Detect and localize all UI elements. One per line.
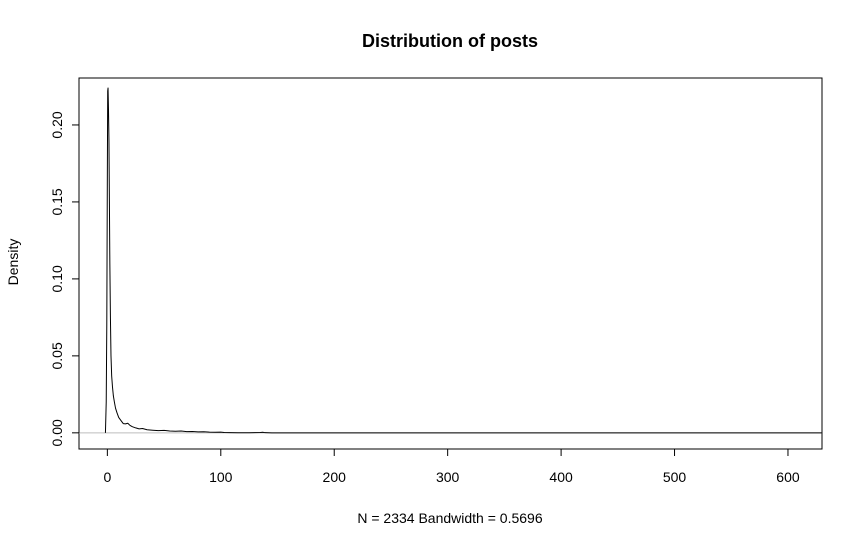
y-tick-label: 0.05 bbox=[49, 342, 65, 369]
x-tick-label: 100 bbox=[209, 469, 233, 485]
y-tick-label: 0.20 bbox=[49, 111, 65, 138]
y-tick-label: 0.10 bbox=[49, 265, 65, 292]
x-axis: 0 100 200 300 400 500 600 bbox=[103, 448, 800, 485]
x-tick-label: 0 bbox=[103, 469, 111, 485]
y-axis-label: Density bbox=[5, 239, 21, 286]
x-tick-label: 300 bbox=[436, 469, 460, 485]
x-tick-label: 400 bbox=[549, 469, 573, 485]
chart-title: Distribution of posts bbox=[362, 31, 538, 51]
y-tick-label: 0.00 bbox=[49, 419, 65, 446]
series-layer bbox=[104, 87, 822, 434]
x-tick-label: 500 bbox=[663, 469, 687, 485]
density-line bbox=[104, 87, 822, 434]
x-tick-label: 200 bbox=[323, 469, 347, 485]
y-tick-label: 0.15 bbox=[49, 188, 65, 215]
plot-frame bbox=[78, 77, 823, 450]
x-axis-label: N = 2334 Bandwidth = 0.5696 bbox=[357, 510, 542, 526]
y-axis: 0.00 0.05 0.10 0.15 0.20 bbox=[49, 111, 80, 446]
x-tick-label: 600 bbox=[776, 469, 800, 485]
